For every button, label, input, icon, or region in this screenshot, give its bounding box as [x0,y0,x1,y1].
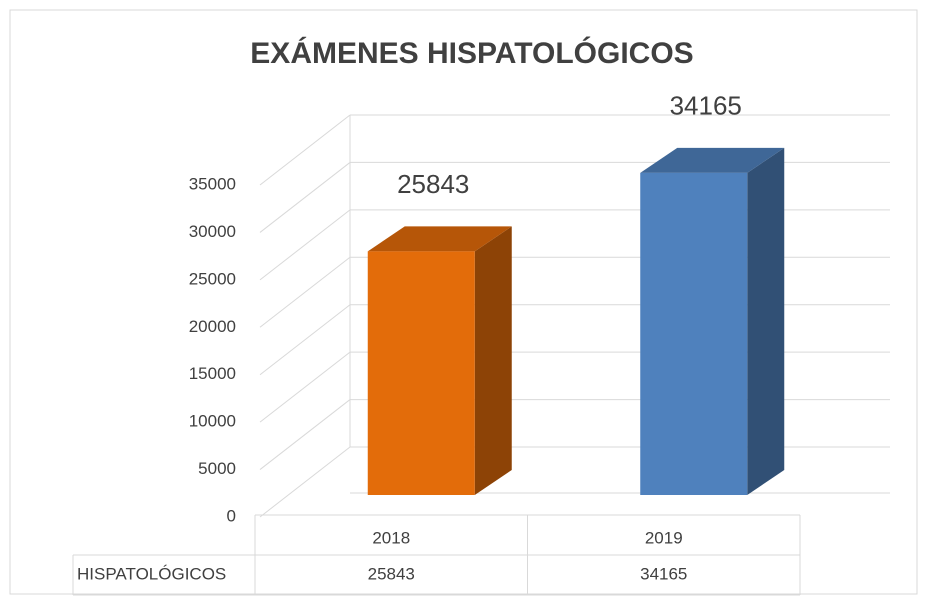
chart-title: EXÁMENES HISPATOLÓGICOS [250,36,693,70]
table-value: 25843 [368,564,415,583]
table-value: 34165 [640,564,687,583]
y-tick-label: 5000 [198,459,236,478]
grid-line-side [259,304,351,376]
y-tick-label: 35000 [189,174,236,193]
data-label: 25843 [397,169,469,199]
grid-line-side [259,256,351,328]
bar [640,172,748,495]
x-tick-label: 2018 [372,528,410,547]
table-series-name: HISPATOLÓGICOS [77,564,226,583]
grid-line-side [259,399,351,470]
y-tick-label: 20000 [189,317,236,336]
y-tick-label: 30000 [189,222,236,241]
bar-top [640,147,785,173]
grid-line-side [259,351,351,423]
y-tick-label: 25000 [189,269,236,288]
bar-top [367,226,512,252]
grid-line-side [259,446,351,518]
grid-line-side [259,162,351,233]
grid-line-side [259,114,351,186]
data-label: 34165 [670,91,742,121]
bar-side [474,226,512,495]
x-tick-label: 2019 [645,528,683,547]
grid-line-side [259,209,351,281]
y-tick-label: 10000 [189,412,236,431]
bar-side [747,147,785,495]
y-tick-label: 15000 [189,364,236,383]
bar [367,251,475,495]
y-tick-label: 0 [227,506,236,525]
